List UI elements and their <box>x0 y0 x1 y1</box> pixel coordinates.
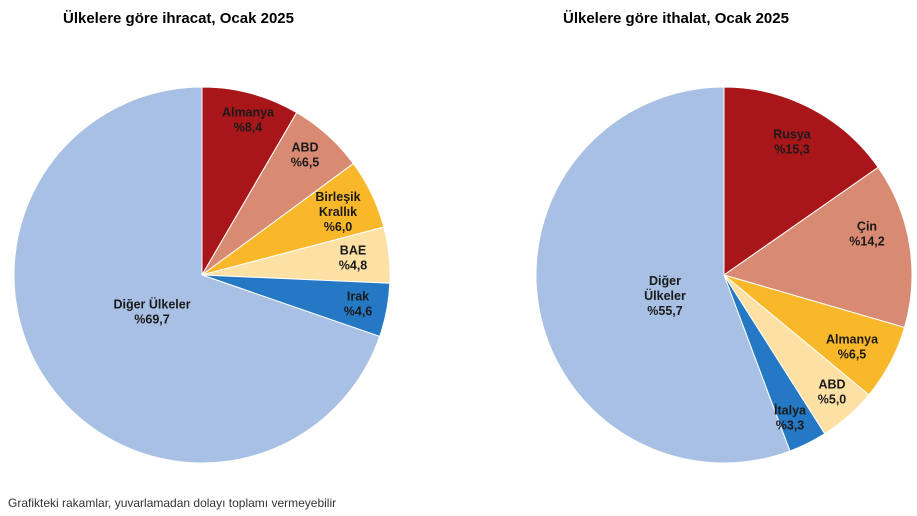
import-slice-label-2: Almanya %6,5 <box>826 333 879 362</box>
import-slice-label-4: İtalya %3,3 <box>774 403 807 433</box>
import-slice-label-4-line-0: İtalya <box>774 403 807 418</box>
export-slice-label-2-line-2: %6,0 <box>324 220 353 234</box>
footnote: Grafikteki rakamlar, yuvarlamadan dolayı… <box>8 496 337 510</box>
export-slice-label-5: Diğer Ülkeler %69,7 <box>113 297 190 327</box>
export-chart-title: Ülkelere göre ihracat, Ocak 2025 <box>63 10 294 27</box>
export-slice-label-2-line-1: Krallık <box>319 205 357 219</box>
import-slice-label-3-line-1: %5,0 <box>818 393 847 407</box>
export-slice-label-0: Almanya %8,4 <box>222 106 275 135</box>
export-slice-label-3: BAE %4,8 <box>339 244 368 273</box>
export-slice-label-2-line-0: Birleşik <box>315 190 360 204</box>
import-slice-label-5: Diğer Ülkeler %55,7 <box>644 274 686 318</box>
import-slice-label-1-line-1: %14,2 <box>849 235 884 249</box>
import-slice-label-3-line-0: ABD <box>818 378 845 392</box>
export-slice-label-1: ABD %6,5 <box>291 141 320 170</box>
export-slice-5 <box>13 86 381 464</box>
import-slice-label-4-line-1: %3,3 <box>776 419 805 433</box>
import-slice-label-0: Rusya %15,3 <box>773 128 812 157</box>
export-slice-label-0-line-0: Almanya <box>222 106 275 120</box>
import-slice-label-3: ABD %5,0 <box>818 378 847 407</box>
import-slice-label-0-line-0: Rusya <box>773 128 812 142</box>
export-slice-label-5-line-0: Diğer Ülkeler <box>113 297 190 312</box>
import-slice-0 <box>723 86 879 276</box>
export-slice-label-1-line-1: %6,5 <box>291 156 320 170</box>
import-slice-1 <box>722 166 913 329</box>
import-slice-label-1: Çin %14,2 <box>849 220 884 249</box>
import-slice-label-2-line-0: Almanya <box>826 333 879 347</box>
export-slice-label-4-line-0: Irak <box>347 290 369 304</box>
export-slice-label-4: Irak %4,6 <box>344 290 373 319</box>
export-slice-label-4-line-1: %4,6 <box>344 305 373 319</box>
import-slice-label-0-line-1: %15,3 <box>774 143 809 157</box>
export-slice-label-0-line-1: %8,4 <box>234 121 263 135</box>
export-slice-label-3-line-0: BAE <box>340 244 366 258</box>
import-slice-label-5-line-2: %55,7 <box>647 304 682 318</box>
import-chart-title: Ülkelere göre ithalat, Ocak 2025 <box>563 10 789 27</box>
import-slice-label-1-line-0: Çin <box>857 220 877 234</box>
import-slice-5 <box>535 86 791 464</box>
import-slice-label-5-line-0: Diğer <box>649 274 681 288</box>
export-slice-label-5-line-1: %69,7 <box>134 313 169 327</box>
import-slice-label-5-line-1: Ülkeler <box>644 288 686 303</box>
export-slice-label-3-line-1: %4,8 <box>339 259 368 273</box>
export-slice-label-2: Birleşik Krallık %6,0 <box>315 190 360 234</box>
export-slice-label-1-line-0: ABD <box>291 141 318 155</box>
export-slice-0 <box>201 86 298 277</box>
import-slice-label-2-line-1: %6,5 <box>838 348 867 362</box>
